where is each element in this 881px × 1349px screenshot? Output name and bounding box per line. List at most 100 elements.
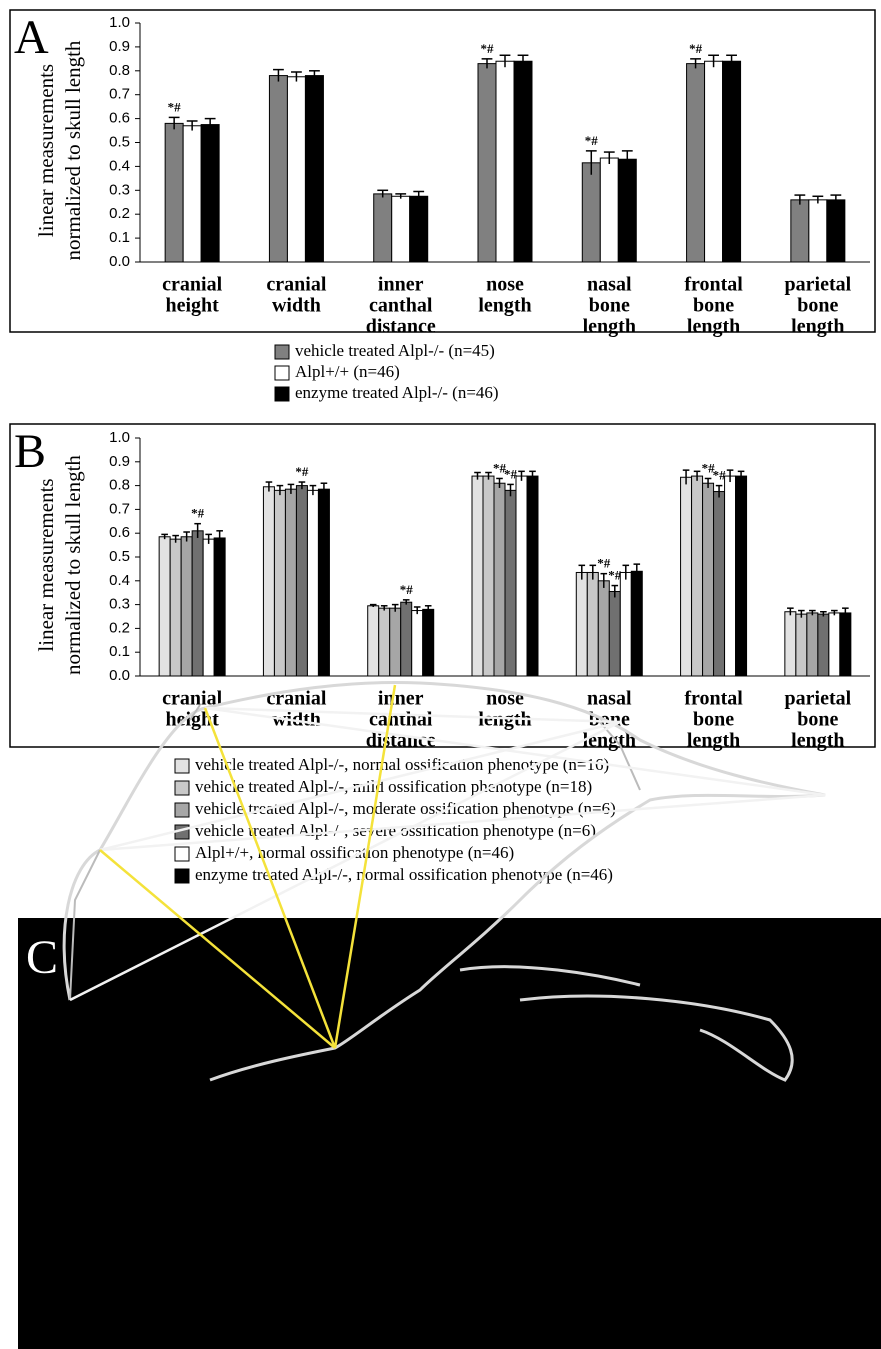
significance-marker: *#: [400, 582, 414, 597]
y-tick-label: 0.1: [109, 229, 130, 246]
y-tick-label: 0.1: [109, 643, 130, 660]
x-tick-label: frontal: [684, 274, 743, 296]
x-tick-label: bone: [589, 295, 630, 317]
bar: [269, 76, 287, 262]
legend-label: enzyme treated Alpl-/- (n=46): [295, 383, 499, 402]
x-tick-label: canthal: [369, 295, 433, 317]
y-tick-label: 1.0: [109, 14, 130, 31]
y-tick-label: 0.9: [109, 453, 130, 470]
y-tick-label: 0.6: [109, 110, 130, 127]
bar: [410, 196, 428, 262]
y-tick-label: 0.8: [109, 477, 130, 494]
bar: [600, 158, 618, 262]
legend-swatch: [275, 387, 289, 401]
legend-swatch: [275, 345, 289, 359]
bar: [723, 61, 741, 262]
y-tick-label: 0.5: [109, 548, 130, 565]
bar: [681, 477, 692, 676]
bar: [392, 196, 410, 262]
bar: [183, 126, 201, 262]
bar: [379, 608, 390, 676]
bar: [483, 476, 494, 676]
bar: [840, 613, 851, 676]
bar: [165, 123, 183, 262]
x-tick-label: nose: [486, 274, 524, 296]
bar: [274, 490, 285, 676]
y-tick-label: 0.8: [109, 62, 130, 79]
legend-swatch: [175, 869, 189, 883]
x-tick-label: length: [687, 316, 740, 338]
bar: [214, 538, 225, 676]
bar: [423, 609, 434, 676]
y-tick-label: 0.6: [109, 524, 130, 541]
bar: [296, 486, 307, 676]
bar: [368, 606, 379, 676]
bar: [809, 200, 827, 262]
y-axis-label: linear measurements: [34, 64, 58, 237]
bar: [305, 76, 323, 262]
legend-label: Alpl+/+ (n=46): [295, 362, 400, 381]
x-tick-label: width: [272, 295, 321, 317]
x-tick-label: length: [687, 730, 740, 752]
bar: [725, 476, 736, 676]
x-tick-label: cranial: [266, 274, 326, 296]
bar: [514, 61, 532, 262]
significance-marker: *#: [504, 466, 518, 481]
bar: [791, 200, 809, 262]
x-tick-label: cranial: [162, 274, 222, 296]
significance-marker: *#: [608, 568, 622, 583]
bar: [307, 490, 318, 676]
bar: [827, 200, 845, 262]
bar: [318, 489, 329, 676]
y-tick-label: 0.2: [109, 205, 130, 222]
bar: [620, 572, 631, 676]
x-tick-label: height: [165, 295, 219, 317]
bar: [796, 614, 807, 676]
y-tick-label: 0.9: [109, 38, 130, 55]
bar: [527, 476, 538, 676]
bar: [576, 572, 587, 676]
significance-marker: *#: [168, 99, 182, 114]
x-tick-label: nasal: [587, 274, 632, 296]
y-tick-label: 0.0: [109, 667, 130, 684]
bar: [478, 64, 496, 262]
bar: [516, 476, 527, 676]
bar: [598, 581, 609, 676]
y-tick-label: 1.0: [109, 429, 130, 446]
y-axis-label: normalized to skull length: [61, 40, 85, 260]
bar: [714, 492, 725, 676]
x-tick-label: canthal: [369, 709, 433, 731]
y-axis-label: normalized to skull length: [61, 455, 85, 675]
panel-label: C: [26, 931, 58, 984]
bar: [192, 531, 203, 676]
x-tick-label: distance: [366, 316, 436, 338]
x-tick-label: parietal: [785, 688, 852, 710]
y-tick-label: 0.2: [109, 619, 130, 636]
bar: [687, 64, 705, 262]
ct-background: [18, 918, 881, 1349]
x-tick-label: bone: [693, 709, 734, 731]
bar: [496, 61, 514, 262]
legend-swatch: [175, 759, 189, 773]
significance-marker: *#: [481, 41, 495, 56]
bar: [587, 572, 598, 676]
bar: [631, 571, 642, 676]
bar: [807, 613, 818, 676]
bar: [390, 608, 401, 676]
panel-label: B: [14, 425, 46, 478]
bar: [494, 483, 505, 676]
y-tick-label: 0.5: [109, 133, 130, 150]
y-axis-label: linear measurements: [34, 478, 58, 651]
bar: [170, 539, 181, 676]
y-tick-label: 0.0: [109, 253, 130, 270]
y-tick-label: 0.7: [109, 500, 130, 517]
significance-marker: *#: [713, 468, 727, 483]
bar: [203, 539, 214, 676]
bar: [159, 537, 170, 676]
bar: [736, 476, 747, 676]
y-tick-label: 0.7: [109, 86, 130, 103]
bar: [705, 61, 723, 262]
x-tick-label: bone: [693, 295, 734, 317]
